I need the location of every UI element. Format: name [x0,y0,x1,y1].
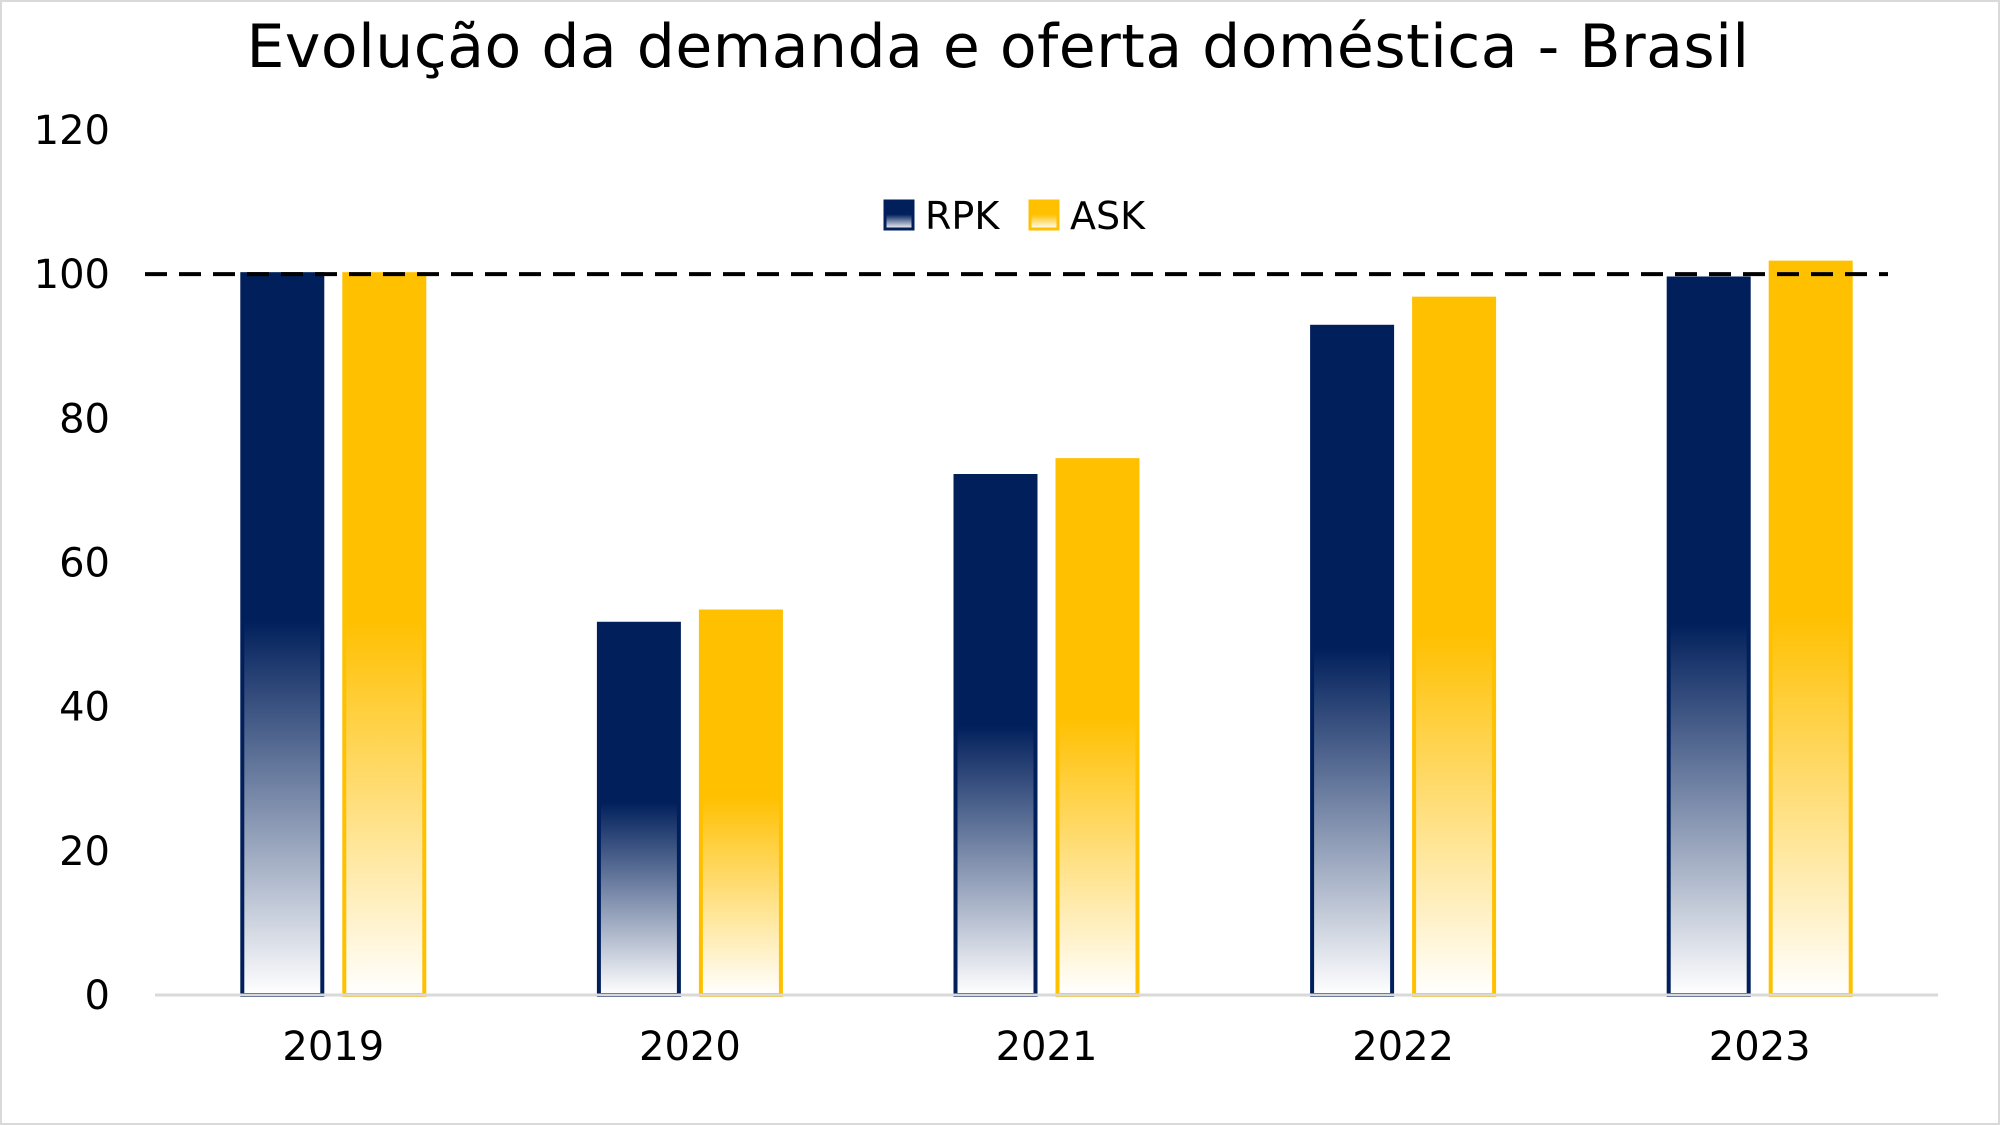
legend-label-ask: ASK [1070,194,1146,238]
bar-ask-2023 [1768,260,1853,997]
bar-rpk-2022 [1310,324,1395,998]
y-tick-label: 120 [34,108,110,154]
bars-group [240,260,1853,998]
legend-swatch-rpk [883,199,915,231]
x-tick-label: 2020 [639,1024,741,1070]
y-tick-label: 40 [59,685,110,731]
y-tick-label: 60 [59,541,110,587]
chart-title: Evolução da demanda e oferta doméstica -… [246,12,1750,82]
y-tick-label: 80 [59,396,110,442]
legend: RPK ASK [883,194,1146,238]
bar-rpk-2019 [240,272,325,997]
x-axis-labels: 2019 2020 2021 2022 2023 [282,1024,1810,1070]
x-tick-label: 2019 [282,1024,384,1070]
bar-rpk-2021 [953,474,1038,997]
bar-ask-2019 [342,272,427,997]
y-axis-labels: 0 20 40 60 80 100 120 [34,108,110,1019]
legend-label-rpk: RPK [925,194,1000,238]
bar-rpk-2023 [1666,276,1751,998]
bar-ask-2020 [698,609,783,997]
x-tick-label: 2023 [1709,1024,1811,1070]
bar-ask-2021 [1055,458,1140,997]
bar-rpk-2020 [596,621,681,997]
x-tick-label: 2021 [996,1024,1098,1070]
y-tick-label: 100 [34,252,110,298]
bar-ask-2022 [1412,296,1497,997]
legend-swatch-ask [1028,199,1060,231]
y-tick-label: 20 [59,829,110,875]
x-tick-label: 2022 [1352,1024,1454,1070]
y-tick-label: 0 [85,973,110,1019]
